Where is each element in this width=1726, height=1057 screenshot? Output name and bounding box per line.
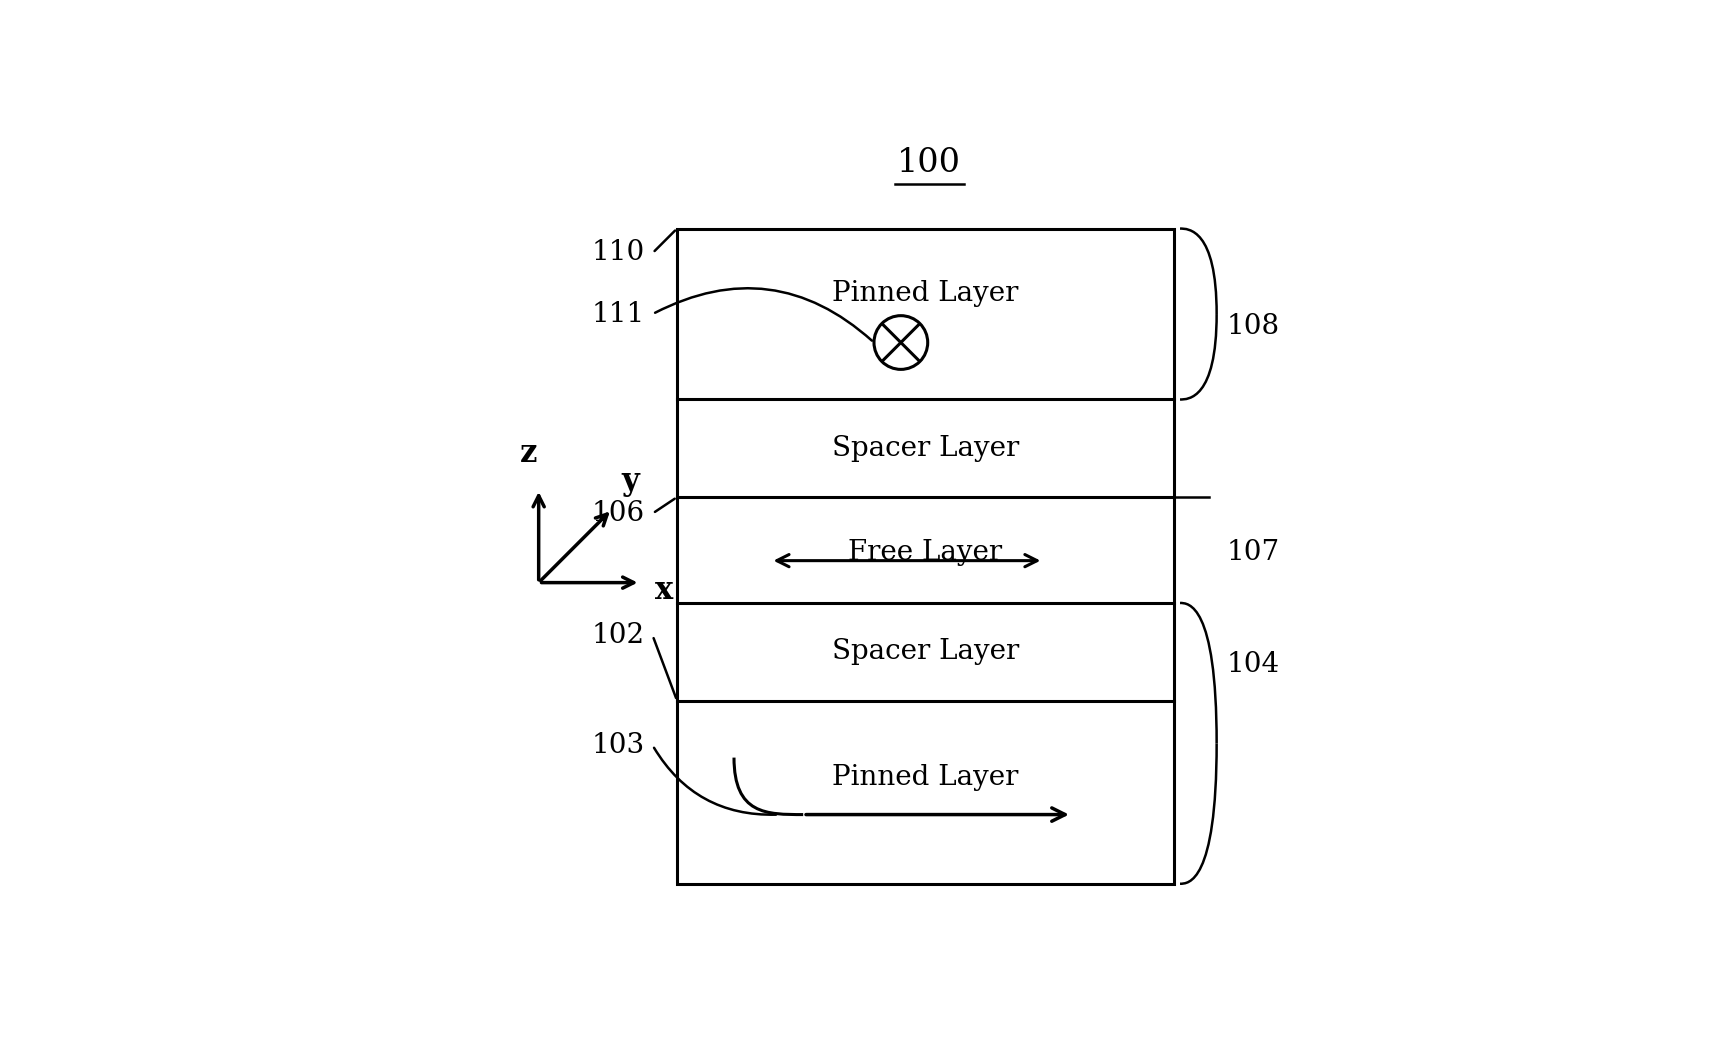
Text: 108: 108	[1227, 313, 1279, 339]
Bar	[677, 228, 1174, 884]
Text: 103: 103	[592, 731, 644, 759]
Text: 102: 102	[592, 622, 644, 649]
Text: Pinned Layer: Pinned Layer	[832, 280, 1018, 308]
Text: 107: 107	[1227, 539, 1279, 565]
Text: 106: 106	[592, 500, 644, 527]
Text: 111: 111	[592, 300, 644, 328]
Text: 104: 104	[1227, 650, 1279, 678]
Text: Free Layer: Free Layer	[847, 539, 1003, 565]
Text: x: x	[656, 575, 673, 607]
Text: z: z	[520, 438, 537, 468]
Text: Pinned Layer: Pinned Layer	[832, 764, 1018, 792]
Text: Spacer Layer: Spacer Layer	[832, 638, 1018, 665]
Text: 100: 100	[898, 148, 961, 180]
Text: Spacer Layer: Spacer Layer	[832, 434, 1018, 462]
Text: y: y	[621, 466, 639, 497]
Text: 110: 110	[592, 240, 644, 266]
